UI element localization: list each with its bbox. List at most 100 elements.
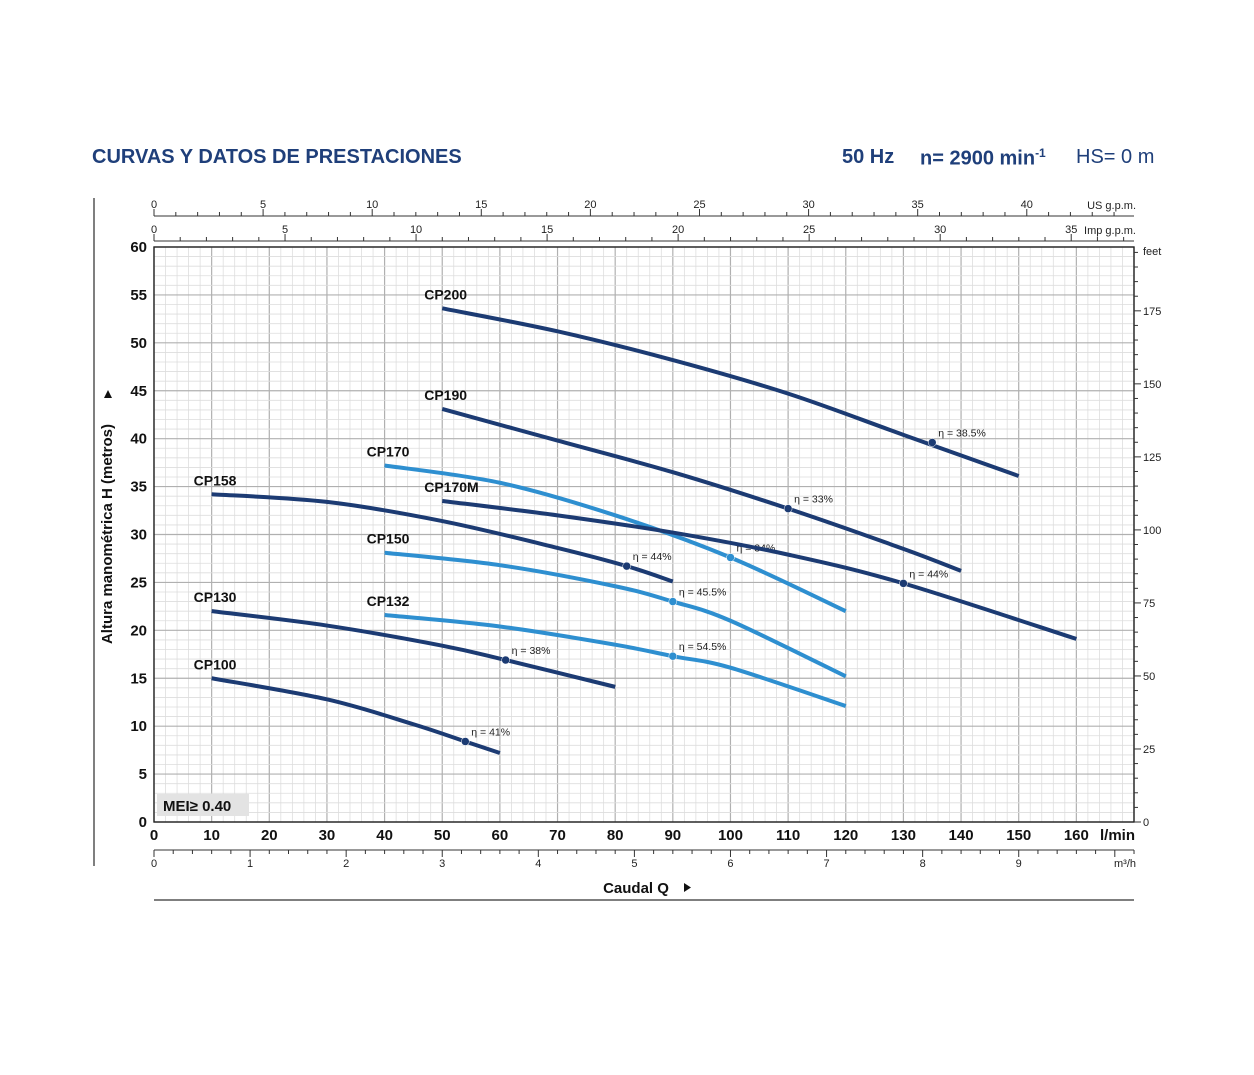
efficiency-label-cp150: η = 45.5% xyxy=(679,587,727,599)
x-tick-label: 110 xyxy=(776,827,800,844)
feet-axis-tick-label: 75 xyxy=(1143,598,1155,610)
speed-value: n= 2900 min xyxy=(920,147,1036,170)
y-tick-label: 0 xyxy=(139,814,147,831)
series-line-cp170 xyxy=(384,463,847,613)
m3h-axis-tick-label: 7 xyxy=(824,858,830,870)
mei-badge xyxy=(157,794,249,816)
y-tick-label: 20 xyxy=(130,622,147,639)
imp-gpm-axis-unit-label: Imp g.p.m. xyxy=(1084,225,1136,237)
mei-label: MEI≥ 0.40 xyxy=(163,798,231,815)
us-gpm-axis-tick-label: 40 xyxy=(1021,199,1033,211)
y-tick-label: 10 xyxy=(130,718,147,735)
x-tick-label: 60 xyxy=(492,827,509,844)
series-line-cp200 xyxy=(441,306,1020,478)
us-gpm-axis-tick-label: 20 xyxy=(584,199,596,211)
y-tick-label: 40 xyxy=(130,431,147,448)
x-tick-label: 90 xyxy=(664,827,681,844)
efficiency-point-cp130 xyxy=(501,655,510,665)
x-tick-label: 150 xyxy=(1006,827,1031,844)
imp-gpm-axis-tick-label: 30 xyxy=(934,224,946,236)
m3h-axis-tick-label: 2 xyxy=(343,858,349,870)
imp-gpm-axis-tick-label: 20 xyxy=(672,224,684,236)
efficiency-point-cp170m xyxy=(899,579,908,588)
series-label-cp130: CP130 xyxy=(194,589,237,605)
x-tick-label: 120 xyxy=(833,827,858,844)
page-title: CURVAS Y DATOS DE PRESTACIONES xyxy=(92,146,462,168)
m3h-axis-tick-label: 6 xyxy=(727,858,733,870)
frequency-label: 50 Hz xyxy=(842,146,895,168)
plot-frame xyxy=(153,246,1135,823)
speed-exponent: -1 xyxy=(1035,146,1046,160)
y-axis-title: Altura manométrica H (metros) xyxy=(99,424,116,644)
us-gpm-axis-tick-label: 10 xyxy=(366,199,378,211)
y-tick-label: 55 xyxy=(130,287,147,304)
efficiency-label-cp190: η = 33% xyxy=(794,494,833,506)
speed-label: n= 2900 min-1 xyxy=(920,146,1046,171)
hs-label: HS= 0 m xyxy=(1076,146,1155,168)
series-line-cp150 xyxy=(384,550,847,679)
y-tick-label: 30 xyxy=(130,527,147,544)
feet-axis-tick-label: 25 xyxy=(1143,744,1155,756)
us-gpm-axis-tick-label: 5 xyxy=(260,199,266,211)
x-tick-label: 80 xyxy=(607,827,624,844)
efficiency-label-cp132: η = 54.5% xyxy=(679,641,727,653)
y-tick-label: 5 xyxy=(139,766,147,783)
feet-axis-tick-label: 0 xyxy=(1143,817,1149,829)
x-tick-label: 40 xyxy=(376,827,393,844)
efficiency-point-cp200 xyxy=(927,438,937,447)
x-tick-label: 70 xyxy=(549,827,566,844)
y-tick-label: 45 xyxy=(130,383,147,400)
feet-axis-tick-label: 100 xyxy=(1143,525,1161,537)
y-tick-label: 60 xyxy=(130,239,147,256)
efficiency-point-cp132 xyxy=(668,651,678,661)
x-tick-label: 20 xyxy=(261,827,278,844)
efficiency-label-cp158: η = 44% xyxy=(633,551,672,563)
x-tick-label: 130 xyxy=(891,827,916,844)
us-gpm-axis-tick-label: 30 xyxy=(802,199,814,211)
x-tick-label: 140 xyxy=(949,827,974,844)
m3h-axis-unit-label: m³/h xyxy=(1114,858,1136,870)
us-gpm-axis-tick-label: 0 xyxy=(151,199,157,211)
series-line-cp130 xyxy=(211,609,616,689)
x-tick-label: 30 xyxy=(319,827,336,844)
imp-gpm-axis-tick-label: 15 xyxy=(541,224,553,236)
series-label-cp158: CP158 xyxy=(194,472,237,488)
x-axis-arrow-icon xyxy=(684,883,691,892)
efficiency-label-cp130: η = 38% xyxy=(512,645,551,657)
us-gpm-axis-tick-label: 15 xyxy=(475,199,487,211)
imp-gpm-axis-tick-label: 35 xyxy=(1065,224,1077,236)
feet-axis-tick-label: 175 xyxy=(1143,306,1161,318)
m3h-axis-tick-label: 3 xyxy=(439,858,445,870)
y-tick-label: 35 xyxy=(130,479,147,496)
x-tick-label: 160 xyxy=(1064,827,1089,844)
m3h-axis-tick-label: 8 xyxy=(920,858,926,870)
series-label-cp170: CP170 xyxy=(367,444,410,460)
efficiency-point-cp150 xyxy=(668,597,678,606)
efficiency-label-cp200: η = 38.5% xyxy=(938,428,986,440)
feet-axis-tick-label: 150 xyxy=(1143,379,1161,391)
series-line-cp132 xyxy=(384,613,847,708)
feet-axis-tick-label: 50 xyxy=(1143,671,1155,683)
y-tick-label: 50 xyxy=(130,335,147,352)
m3h-axis-tick-label: 5 xyxy=(631,858,637,870)
efficiency-point-cp100 xyxy=(461,737,470,746)
m3h-axis-tick-label: 0 xyxy=(151,858,157,870)
efficiency-point-cp190 xyxy=(783,504,793,513)
series-line-cp170m xyxy=(441,498,1077,641)
imp-gpm-axis-tick-label: 10 xyxy=(410,224,422,236)
m3h-axis-tick-label: 4 xyxy=(535,858,541,870)
m3h-axis-tick-label: 1 xyxy=(247,858,253,870)
y-tick-label: 25 xyxy=(130,574,147,591)
x-unit-label: l/min xyxy=(1100,827,1135,844)
x-tick-label: 100 xyxy=(718,827,743,844)
us-gpm-axis-tick-label: 35 xyxy=(912,199,924,211)
series-label-cp200: CP200 xyxy=(424,286,467,302)
series-label-cp170m: CP170M xyxy=(424,479,478,495)
efficiency-point-cp170 xyxy=(726,553,735,562)
series-label-cp100: CP100 xyxy=(194,656,237,672)
x-axis-title: Caudal Q xyxy=(603,880,669,897)
imp-gpm-axis-tick-label: 5 xyxy=(282,224,288,236)
y-tick-label: 15 xyxy=(130,670,147,687)
us-gpm-axis-unit-label: US g.p.m. xyxy=(1087,200,1136,212)
